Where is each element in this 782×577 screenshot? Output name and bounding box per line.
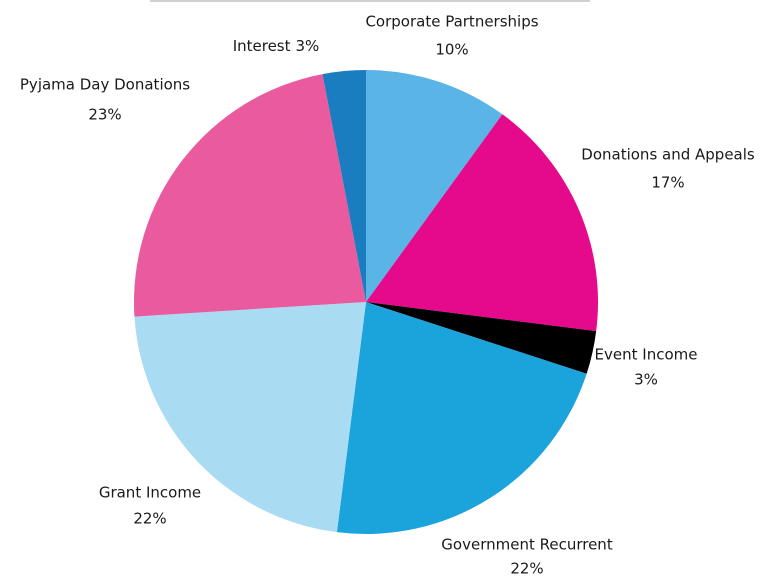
slice-name: Interest <box>233 37 291 55</box>
pie-slice <box>336 302 587 534</box>
slice-value: 3% <box>296 37 320 55</box>
slice-value: 23% <box>88 106 121 124</box>
slice-name: Donations and Appeals <box>581 146 755 164</box>
slice-value: 22% <box>510 560 543 577</box>
pie-slice <box>366 302 597 374</box>
slice-name: Government Recurrent <box>441 536 613 554</box>
pie-slice <box>366 70 503 302</box>
pie-slice <box>366 114 598 332</box>
slice-name: Event Income <box>595 346 698 364</box>
pie-slice <box>134 74 366 317</box>
pie-slice <box>322 70 366 302</box>
slice-value: 22% <box>133 510 166 528</box>
slice-name: Grant Income <box>99 484 201 502</box>
slice-label: Interest 3% <box>233 37 320 55</box>
slice-value: 10% <box>435 41 468 59</box>
pie-slice <box>134 302 366 533</box>
slice-name: Corporate Partnerships <box>365 13 538 31</box>
slice-name: Pyjama Day Donations <box>20 76 190 94</box>
slice-value: 17% <box>651 174 684 192</box>
slice-value: 3% <box>634 371 658 389</box>
